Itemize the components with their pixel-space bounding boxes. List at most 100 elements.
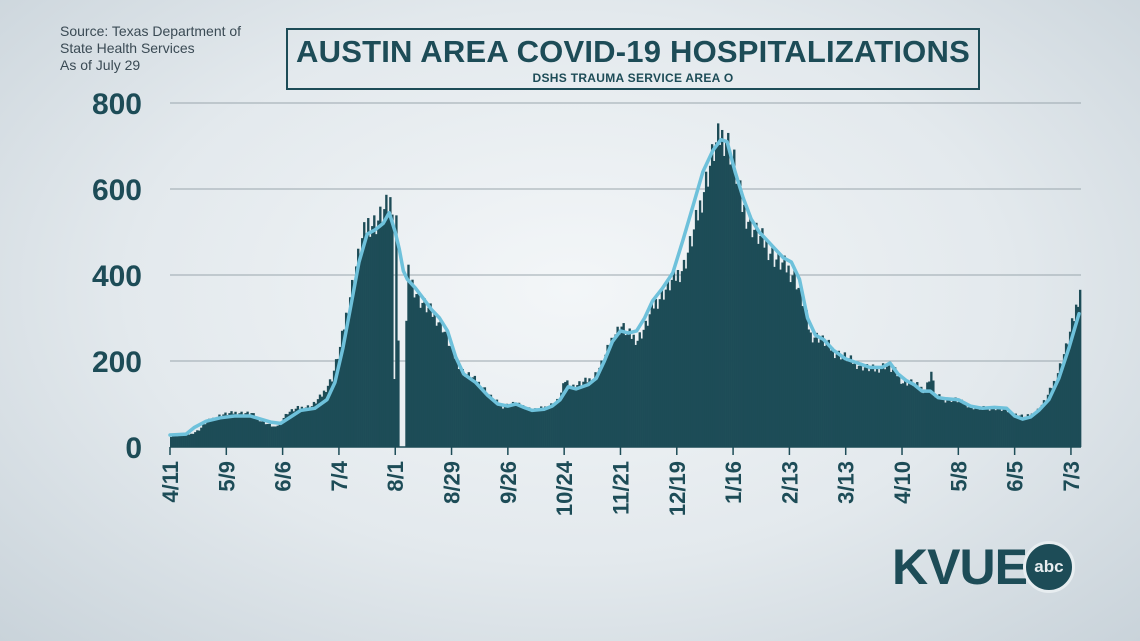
bar (771, 247, 774, 447)
bar (379, 206, 382, 447)
chart-subtitle: DSHS TRAUMA SERVICE AREA O (532, 71, 734, 85)
bar (266, 423, 269, 447)
bar (361, 238, 364, 447)
bar (658, 299, 662, 447)
bar (190, 433, 193, 447)
bar (938, 394, 941, 447)
bar (1012, 414, 1015, 447)
bar (731, 156, 734, 447)
chart-title: AUSTIN AREA COVID-19 HOSPITALIZATIONS (296, 34, 970, 69)
bar (497, 404, 501, 447)
bar (592, 379, 595, 447)
bar (353, 284, 356, 447)
bar (459, 368, 462, 447)
bar (505, 403, 509, 447)
bar (278, 422, 281, 447)
bar (224, 412, 227, 447)
bar (242, 414, 245, 447)
bar (1050, 388, 1054, 447)
x-tick-label: 4/11 (158, 461, 183, 503)
bar (250, 413, 253, 447)
bar (463, 376, 466, 447)
bar (1078, 289, 1082, 447)
bar (334, 359, 338, 447)
bar (359, 256, 362, 447)
bar (413, 297, 416, 447)
bar (1010, 415, 1013, 447)
bar (594, 372, 597, 447)
bar (883, 369, 887, 447)
bar (377, 220, 380, 447)
bar (656, 308, 660, 447)
bar (618, 334, 621, 447)
bar (821, 335, 824, 447)
x-tick-label: 4/10 (890, 461, 915, 504)
x-tick-label: 6/5 (1003, 461, 1028, 492)
bar (680, 271, 684, 447)
bar (546, 409, 549, 447)
bar (437, 322, 440, 447)
bar (1044, 401, 1048, 447)
bar (270, 426, 273, 447)
bar (523, 409, 527, 447)
bar (692, 229, 696, 447)
bar (702, 192, 706, 447)
bar (507, 406, 511, 447)
bar (288, 411, 292, 447)
bar (745, 228, 748, 447)
bar (859, 362, 863, 447)
bar (212, 417, 215, 447)
bar (407, 264, 410, 447)
bar (906, 385, 909, 447)
bar (1076, 306, 1080, 447)
bar (308, 408, 312, 447)
bar (869, 367, 873, 447)
bar (194, 432, 197, 447)
bar (1032, 415, 1036, 447)
bar (636, 340, 639, 447)
bar (574, 388, 577, 447)
x-tick-label: 7/4 (327, 460, 352, 491)
bar (690, 246, 694, 447)
bar (640, 338, 643, 447)
bar (751, 237, 754, 447)
bar (847, 358, 851, 447)
bar (606, 344, 609, 447)
bar (521, 405, 525, 447)
source-line-1: Source: Texas Department of (60, 23, 242, 39)
bar (819, 338, 822, 447)
bar (1014, 413, 1017, 447)
bar (694, 209, 698, 447)
x-tick-label: 5/9 (214, 461, 239, 492)
bar (274, 426, 277, 447)
x-tick-label: 2/13 (777, 461, 802, 504)
bar (970, 405, 973, 447)
bar (365, 234, 368, 447)
bar (721, 129, 724, 447)
bar (815, 332, 818, 447)
bar (946, 400, 949, 447)
bar (934, 397, 937, 447)
bar (837, 350, 841, 447)
bar (584, 377, 587, 447)
bar (373, 215, 376, 447)
bar (932, 380, 935, 447)
bar (813, 337, 816, 447)
bar (590, 383, 593, 447)
rolling-average-line (168, 137, 1081, 437)
bar (499, 403, 503, 447)
bar (491, 401, 495, 447)
bar (620, 326, 623, 447)
bar (316, 399, 320, 447)
bar (700, 212, 704, 447)
bar (654, 299, 658, 447)
x-tick-label: 12/19 (665, 461, 690, 516)
bar (304, 407, 308, 447)
bar (833, 358, 837, 447)
bar (367, 218, 370, 447)
bar (757, 243, 760, 447)
bar (391, 214, 394, 447)
bar (652, 308, 656, 447)
bar (246, 411, 249, 447)
bar (950, 401, 953, 447)
